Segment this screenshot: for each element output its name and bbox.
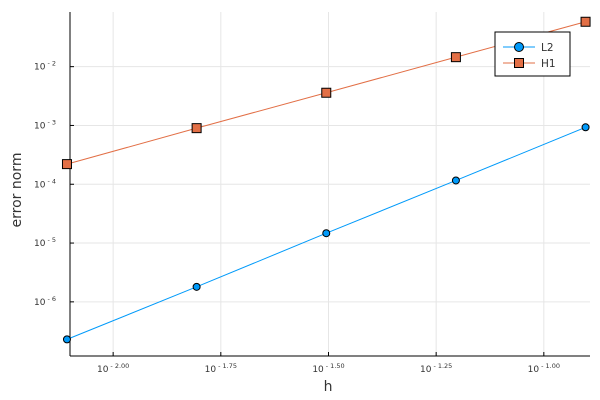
y-axis-title: error norm [9,153,25,228]
tick-labels: 10- 2.00 10- 1.75 10- 1.50 10- 1.25 10- 1.00… [34,60,560,375]
data-point-l2 [451,176,460,185]
legend-marker-l2 [514,42,524,52]
legend: L2 H1 [494,31,571,77]
data-point-l2 [192,282,201,291]
x-tick-label: 10- 1.25 [420,362,452,375]
legend-label-l2: L2 [541,42,554,54]
data-point-h1 [61,159,72,170]
x-axis-title: h [324,379,333,395]
y-tick-label: 10- 2 [34,60,56,73]
x-tick-label: 10- 1.75 [205,362,237,375]
legend-box [494,31,571,77]
legend-marker-h1 [514,58,524,68]
data-point-h1 [191,123,202,134]
data-point-l2 [62,335,71,344]
y-tick-label: 10- 5 [34,236,56,249]
x-tick-label: 10- 2.00 [97,362,129,375]
data-point-h1 [580,16,591,27]
y-tick-label: 10- 4 [34,177,56,190]
y-tick-label: 10- 3 [34,118,56,131]
legend-label-h1: H1 [541,58,556,70]
data-point-l2 [322,229,331,238]
y-tick-label: 10- 6 [34,295,56,308]
x-tick-label: 10- 1.00 [528,362,560,375]
data-point-l2 [581,123,590,132]
x-tick-label: 10- 1.50 [312,362,344,375]
data-point-h1 [450,52,461,63]
data-point-h1 [321,87,332,98]
